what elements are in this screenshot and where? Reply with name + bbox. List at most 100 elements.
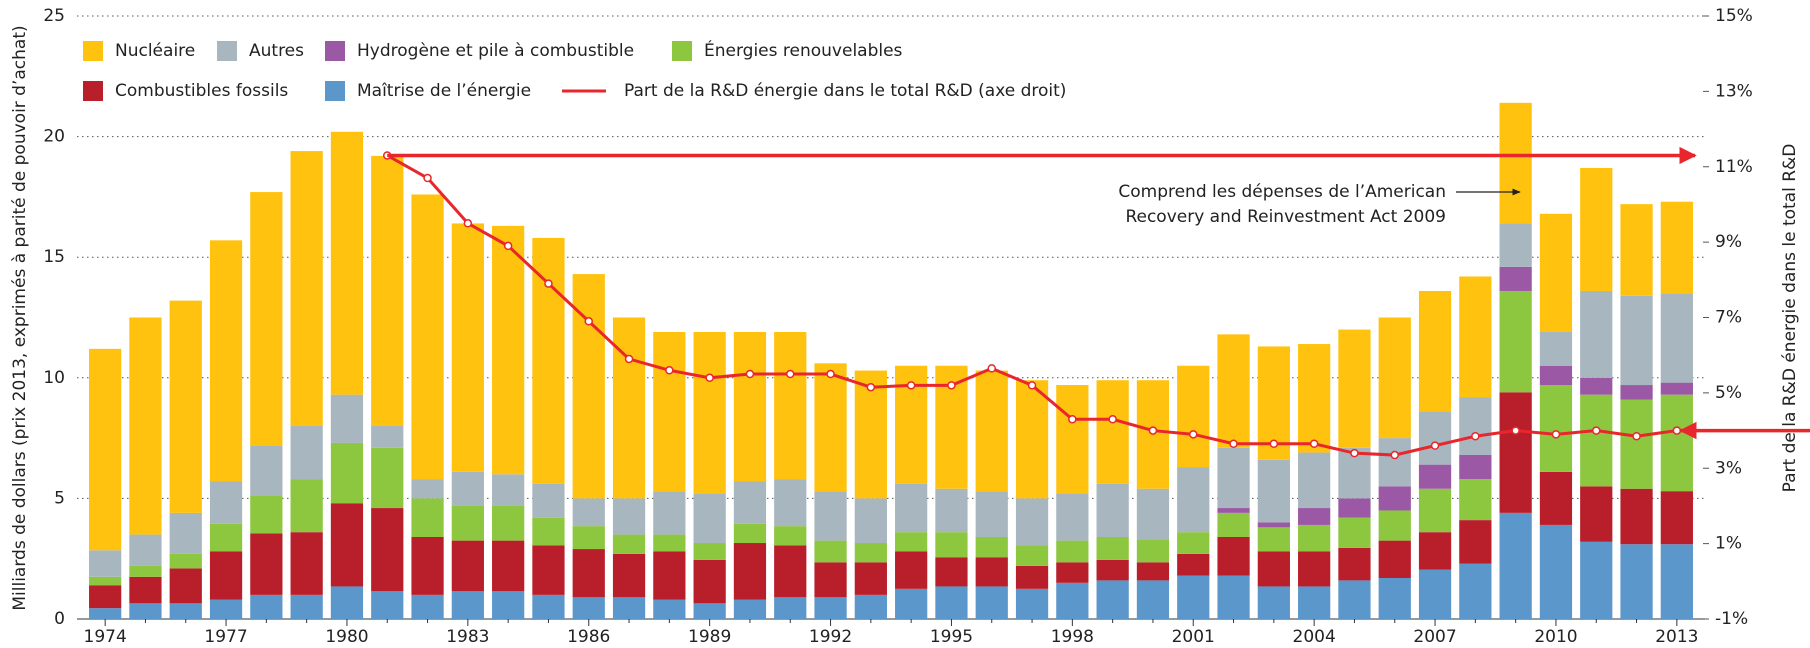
bar-segment [1660, 293, 1693, 383]
bar-segment [169, 603, 202, 619]
bar-segment [371, 426, 404, 448]
bar-segment [814, 562, 847, 598]
bar-segment [1539, 213, 1573, 332]
bar-segment [895, 532, 928, 552]
bar-segment [169, 568, 202, 604]
bar-segment [653, 599, 686, 619]
bar-segment [1580, 541, 1613, 619]
y2-tick-label: 3% [1715, 458, 1742, 478]
legend-swatch [83, 81, 103, 101]
bar-segment [1539, 385, 1573, 472]
x-tick-label: 2007 [1413, 627, 1456, 647]
bar-segment [1539, 471, 1573, 525]
bar-segment [572, 549, 605, 598]
line-point [1189, 430, 1198, 439]
bar-segment [89, 608, 122, 619]
bar-segment [1499, 223, 1532, 267]
bar-segment [1459, 397, 1492, 455]
line-point [1632, 431, 1641, 441]
bar-segment [814, 363, 847, 492]
y-tick-label: 5 [54, 488, 65, 508]
bar-segment [1096, 483, 1129, 537]
bar-segment [1459, 276, 1492, 398]
y-tick-label: 0 [54, 609, 65, 629]
line-point [906, 381, 916, 390]
bar-segment [572, 498, 605, 527]
line-point [786, 369, 795, 379]
legend-swatch [325, 41, 345, 61]
bar-segment [1580, 486, 1613, 542]
bar-segment [1660, 394, 1693, 492]
bar-segment [774, 479, 807, 527]
line-point [826, 369, 835, 379]
bar-segment [1620, 295, 1653, 386]
x-tick-label: 1995 [930, 627, 973, 647]
bar-segment [975, 557, 1008, 587]
bar-segment [1459, 479, 1492, 521]
bar-segment [935, 488, 968, 533]
bar-segment [1418, 464, 1452, 489]
bar-segment [1378, 438, 1411, 487]
bar-segment [1378, 317, 1411, 439]
bar-segment [693, 331, 726, 494]
bar-segment [169, 512, 202, 554]
line-point [1350, 448, 1359, 458]
bar-segment [1338, 517, 1371, 548]
line-point [503, 241, 513, 251]
bar-segment [451, 471, 484, 506]
bar-segment [1217, 536, 1250, 576]
bar-segment [693, 543, 726, 560]
annotation-text: Comprend les dépenses de l’American [1118, 182, 1446, 202]
bar-segment [1620, 399, 1653, 489]
bar-segment [895, 483, 928, 533]
bar-segment [89, 348, 122, 551]
line-point [1672, 426, 1682, 435]
bar-segment [1459, 563, 1492, 619]
bar-segment [814, 491, 847, 541]
line-point [987, 364, 996, 373]
bar-segment [1257, 527, 1290, 552]
legend-swatch [83, 41, 103, 61]
line-point [1148, 426, 1158, 435]
bar-segment [250, 192, 283, 446]
x-tick-label: 1992 [809, 627, 852, 647]
legend-swatch [325, 81, 345, 101]
bar-segment [1056, 385, 1089, 494]
bar-segment [451, 540, 484, 592]
y2-tick-label: 11% [1715, 157, 1753, 177]
bar-segment [1620, 488, 1653, 545]
bar-segment [1499, 392, 1532, 513]
bar-segment [1580, 290, 1613, 378]
bar-segment [1056, 540, 1089, 563]
y2-tick-label: -1% [1715, 609, 1748, 629]
bar-segment [653, 551, 686, 600]
bar-segment [1660, 201, 1693, 294]
bar-segment [129, 317, 162, 535]
bar-segment [1217, 447, 1250, 509]
bar-segment [1177, 575, 1210, 619]
bar-segment [1217, 575, 1250, 619]
bar-segment [612, 597, 646, 619]
bar-segment [1418, 290, 1452, 412]
bar-segment [935, 532, 968, 558]
bar-segment [733, 543, 767, 600]
bar-segment [532, 594, 565, 619]
bar-segment [935, 586, 968, 619]
bar-segment [1257, 551, 1290, 587]
line-point [463, 219, 473, 228]
bar-segment [1217, 334, 1250, 448]
bar-segment [330, 394, 364, 443]
line-point [866, 382, 876, 392]
bar-segment [1378, 510, 1411, 541]
line-point [1471, 431, 1480, 441]
bar-segment [411, 194, 444, 480]
bar-segment [250, 533, 283, 595]
bar-segment [250, 445, 283, 496]
bar-segment [653, 534, 686, 552]
bar-segment [1660, 544, 1693, 619]
bar-segment [572, 526, 605, 550]
bar-segment [492, 591, 525, 619]
bar-segment [733, 523, 767, 544]
bar-segment [774, 331, 807, 480]
line-point [1592, 426, 1601, 435]
